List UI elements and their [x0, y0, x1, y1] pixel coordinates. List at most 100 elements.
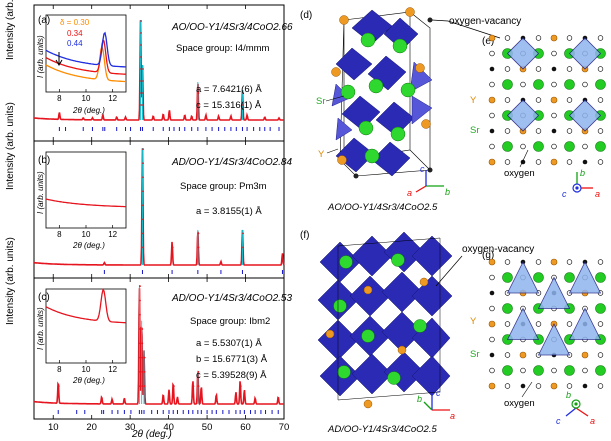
xrd-main-plots: 10 20 30 40 50 60 70 — [33, 5, 290, 433]
y-axis-label-a: Intensity (arb. units) — [5, 0, 16, 60]
panel-c-title: AD/OO-Y1/4Sr3/4CoO2.53 — [171, 293, 292, 304]
y-atom — [363, 399, 373, 409]
observed-point — [142, 104, 144, 106]
panel-d-label: (d) — [300, 10, 312, 21]
y-atoms-f — [325, 277, 429, 409]
vacancy-dot — [489, 128, 495, 134]
sr-site — [533, 365, 544, 376]
axis-label-c-f: c — [436, 388, 441, 398]
y-site — [488, 382, 496, 390]
y-site — [488, 96, 496, 104]
oxygen-site — [566, 259, 573, 265]
inset-series — [45, 198, 126, 208]
panel-a-lattice-a: a = 7.6421(6) Å — [196, 84, 262, 95]
inset-b-ylabel: I (arb. units) — [36, 171, 45, 214]
observed-point — [192, 385, 195, 388]
observed-point — [197, 104, 200, 106]
axis-c-dot — [574, 402, 578, 406]
y-atom — [331, 67, 341, 77]
observed-point — [140, 80, 143, 82]
xrd-inset-plots: 8 10 12 8 10 12 8 10 12 — [45, 31, 127, 374]
oxygen-site — [597, 128, 604, 134]
x-tick-label: 60 — [240, 422, 251, 433]
axis-label-b-f: b — [417, 394, 422, 404]
axis-label-c-g: c — [556, 416, 561, 426]
inset-x-tick-label: 12 — [108, 230, 117, 239]
sr-site — [502, 79, 513, 90]
oxygen-site — [489, 274, 495, 281]
x-tick-label: 30 — [125, 422, 136, 433]
observed-point — [142, 148, 144, 151]
inset-x-tick-label: 10 — [82, 230, 91, 239]
oxygen-site — [504, 159, 511, 165]
sr-site — [533, 272, 544, 283]
sr-atom — [400, 82, 416, 98]
y-site — [550, 34, 558, 42]
observed-point — [140, 68, 143, 70]
structure-f: (f) — [300, 230, 455, 435]
axis-label-b-g: b — [566, 390, 571, 400]
panel-g-label: (g) — [482, 250, 494, 261]
oxygen-site — [520, 81, 526, 88]
y-atom — [405, 7, 415, 17]
observed-point — [139, 328, 141, 330]
observed-point — [139, 356, 141, 359]
tetrahedron-d-4 — [335, 117, 353, 141]
sr-label-g: Sr — [470, 349, 480, 360]
observed-profile — [33, 288, 284, 406]
oxygen-site — [566, 66, 573, 72]
oxygen-site — [504, 128, 511, 134]
axis-label-b-e: b — [580, 168, 585, 178]
sr-site — [564, 141, 575, 152]
observed-point — [142, 80, 144, 82]
y-atom — [419, 277, 429, 287]
sr-atom — [361, 329, 375, 343]
sr-site — [502, 365, 513, 376]
polyhedron-projection — [568, 37, 602, 70]
polyhedron-projection — [506, 261, 540, 294]
vacancy-dot — [520, 383, 526, 389]
oxygen-leader-e — [519, 149, 529, 168]
polyhedron-projection — [506, 37, 540, 70]
sr-atom — [337, 365, 351, 379]
structure-d: (d) — [300, 7, 450, 213]
panel-a-label: (a) — [38, 15, 50, 26]
y-atom — [397, 345, 407, 355]
observed-point — [142, 190, 144, 193]
grid-e-atoms — [488, 34, 606, 166]
observed-point — [242, 92, 244, 94]
axis-label-a-d: a — [407, 188, 412, 198]
observed-point — [242, 246, 244, 249]
sr-site — [595, 303, 606, 314]
oxygen-site — [504, 259, 511, 265]
y-site — [488, 158, 496, 166]
inset-plot-c: 8 10 12 — [45, 288, 126, 374]
vacancy-dot — [582, 383, 588, 389]
oxygen-site — [551, 143, 557, 150]
y-atom — [337, 155, 347, 165]
x-tick-label: 70 — [279, 422, 290, 433]
observed-point — [139, 385, 141, 388]
observed-point — [141, 342, 144, 345]
sr-atom — [390, 126, 406, 142]
sr-atom — [333, 299, 347, 313]
axis-a — [415, 185, 427, 193]
oxygen-site — [566, 35, 573, 41]
unit-cell-f — [337, 237, 441, 401]
polyhedron-projection — [537, 276, 571, 309]
grid-g: (g) Y Sr oxygen b c a — [470, 250, 606, 426]
y-site — [581, 351, 589, 359]
sr-site — [595, 141, 606, 152]
observed-point — [140, 92, 143, 94]
observed-point — [197, 246, 200, 249]
oxygen-site — [520, 367, 526, 374]
observed-point — [143, 370, 146, 373]
sr-site — [564, 79, 575, 90]
sr-site — [595, 272, 606, 283]
octahedron-f — [349, 275, 391, 317]
oxygen-site — [489, 112, 495, 119]
sr-atom — [339, 255, 353, 269]
vacancy-dot — [427, 17, 433, 23]
panel-c-label: (c) — [38, 292, 50, 303]
oxygen-site — [566, 383, 573, 389]
